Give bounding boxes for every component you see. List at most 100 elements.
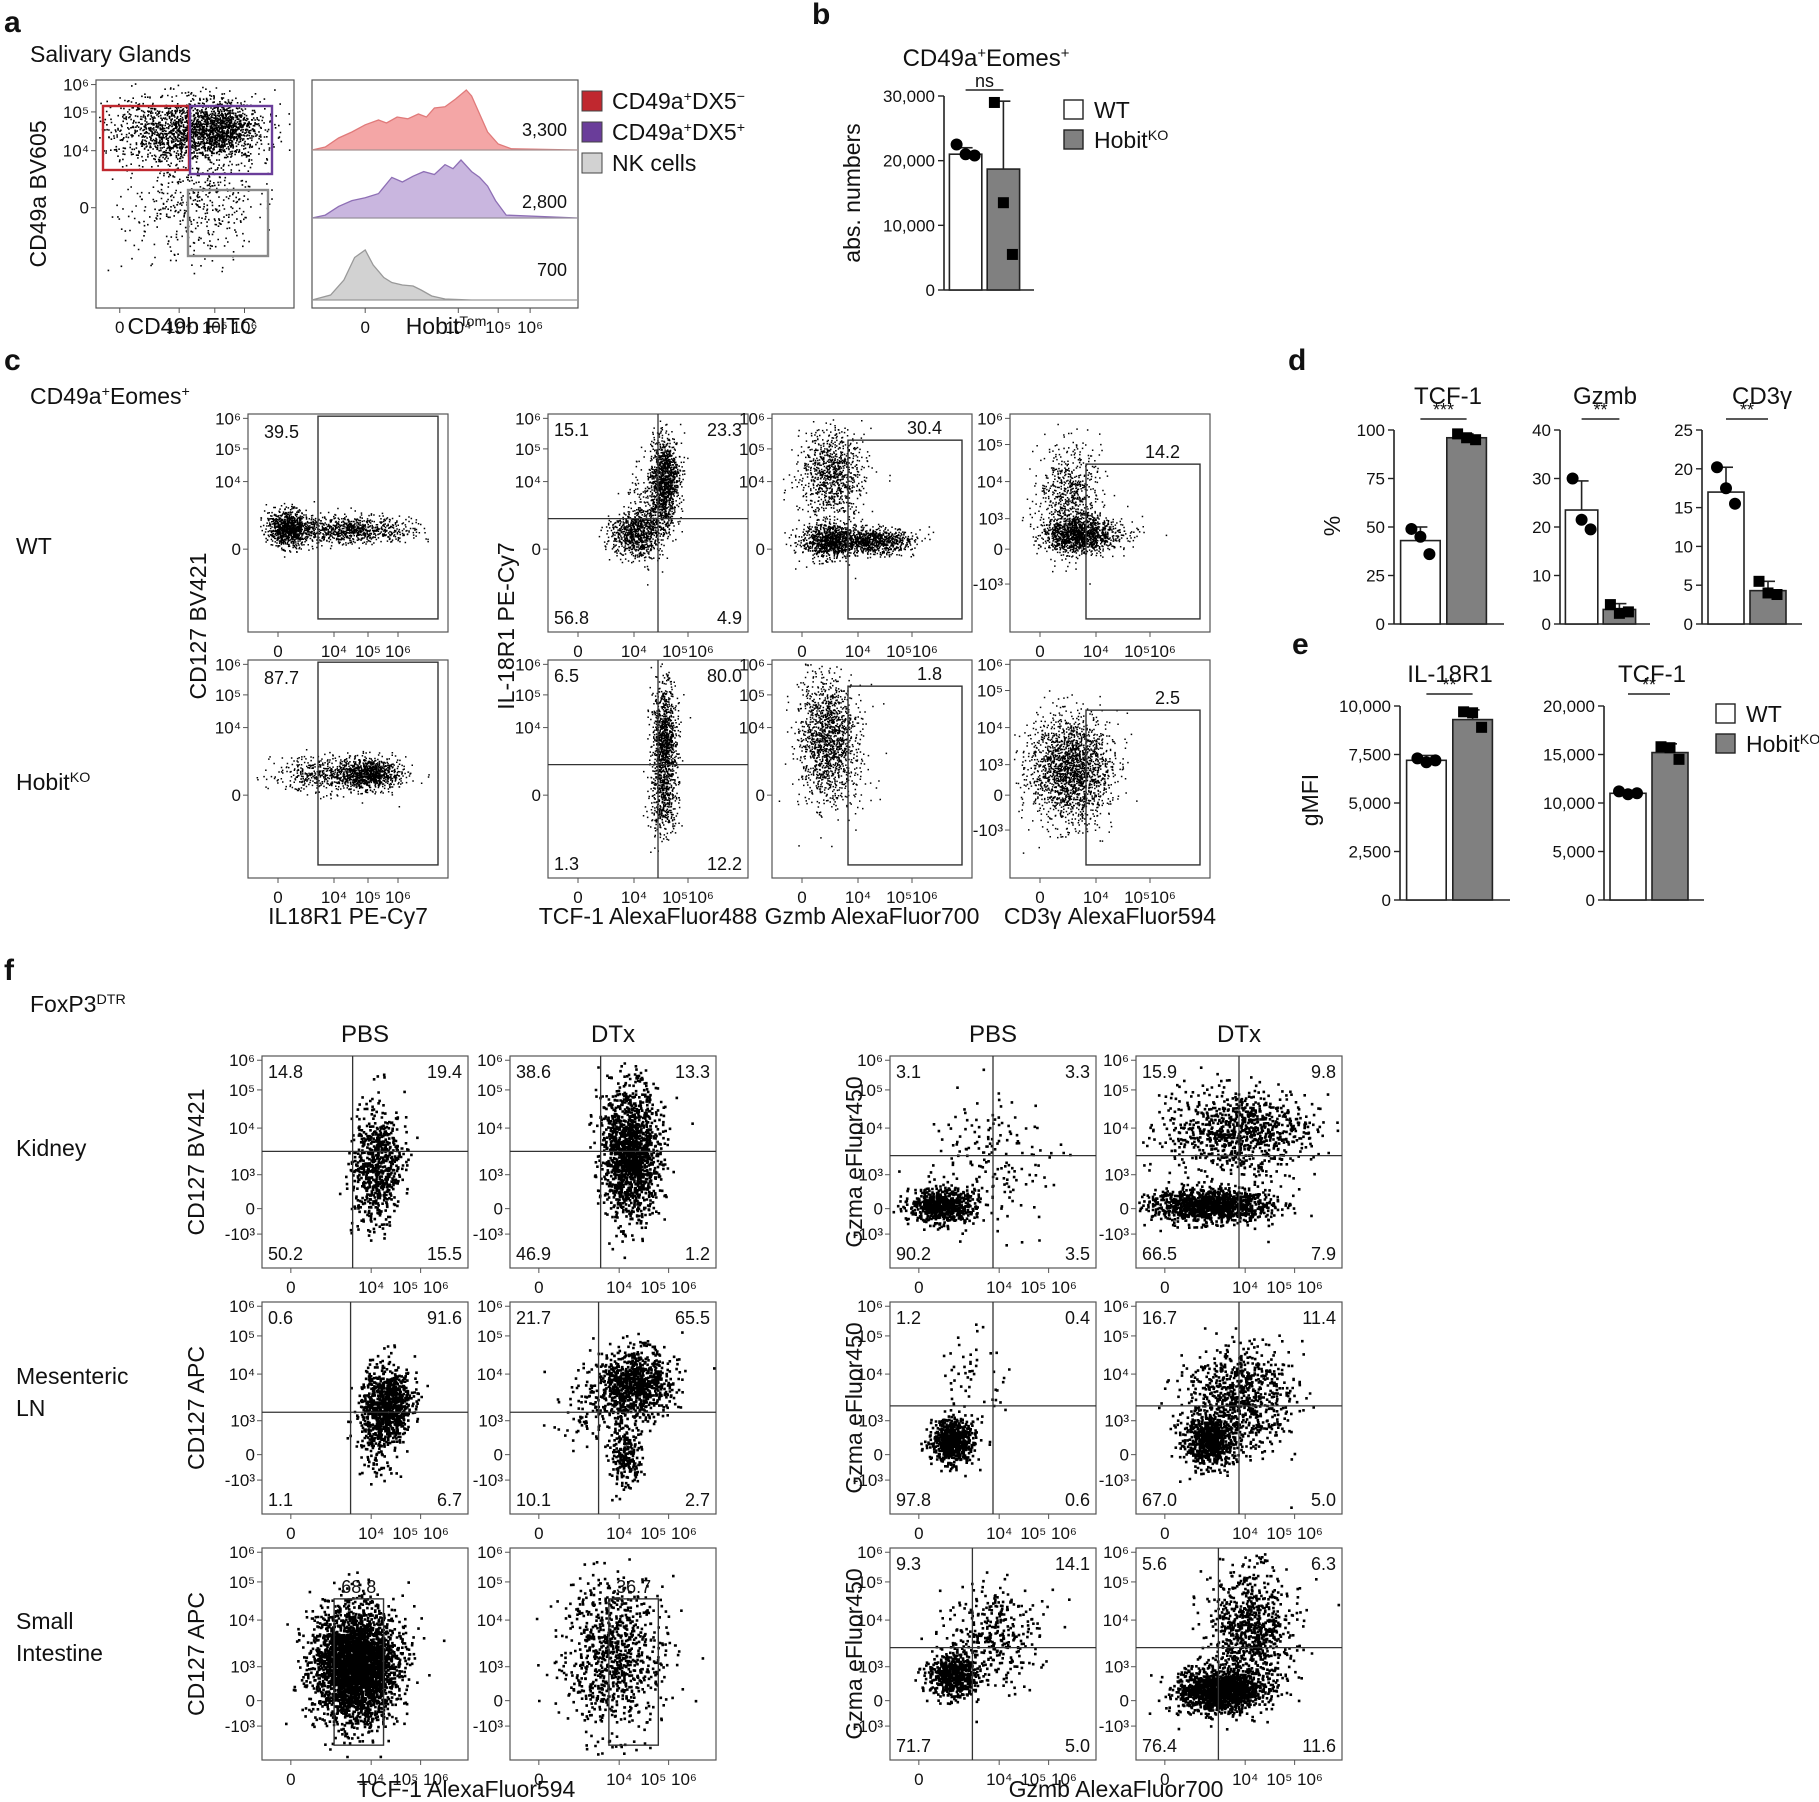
bar-chart: 0 5 10 15 20 25 **CD3γ <box>1674 383 1802 634</box>
bar-hobitko <box>1452 718 1494 901</box>
data-point-hobitko <box>988 96 1000 108</box>
y-tick-label: 10⁶ <box>857 1543 883 1562</box>
x-tick-label: 10⁴ <box>621 642 647 661</box>
y-tick-label: 10⁵ <box>477 1081 503 1100</box>
panel-f-points <box>588 1062 694 1260</box>
y-tick-label: 10,000 <box>1339 697 1391 716</box>
y-tick-label: 10⁶ <box>229 1051 255 1070</box>
y-tick-label: 10⁴ <box>857 1611 883 1630</box>
panel-c-points <box>1013 690 1138 854</box>
text-part: DX5 <box>692 88 737 114</box>
panel-c-plot-frame <box>771 659 973 879</box>
bar-chart: 0 25 50 75 100 ***TCF-1% <box>1319 383 1504 634</box>
y-tick-label: 10³ <box>858 1166 883 1185</box>
x-tick-label: 0 <box>573 642 582 661</box>
panel-c-points <box>1021 423 1168 585</box>
y-tick-label: 10⁵ <box>515 440 541 459</box>
quadrant-value-lr: 5.0 <box>1065 1736 1090 1756</box>
y-tick-label: 10⁶ <box>739 409 765 428</box>
panel-a-xlabel: CD49b FITC <box>127 313 256 339</box>
data-point-wt <box>968 149 981 162</box>
superscript: + <box>684 120 692 136</box>
data-point-hobitko <box>1753 575 1765 587</box>
data-point-wt <box>1729 497 1741 510</box>
quadrant-value-ll: 66.5 <box>1142 1244 1177 1264</box>
legend-label: HobitKO <box>1094 127 1168 153</box>
gate-nk-cells <box>186 188 270 258</box>
y-tick-label: 10⁶ <box>977 409 1003 428</box>
x-tick-label: 0 <box>1035 888 1044 907</box>
x-tick-label: 10⁶ <box>385 888 411 907</box>
data-point-hobitko <box>1762 587 1774 599</box>
y-tick-label: 10³ <box>858 1412 883 1431</box>
y-tick-label: -10³ <box>853 1471 884 1490</box>
quadrant-value-ul: 15.9 <box>1142 1062 1177 1082</box>
data-point-hobitko <box>1006 248 1018 260</box>
y-tick-label: 0 <box>1120 1200 1129 1219</box>
text-part: CD49a <box>903 45 978 72</box>
panel-c-plot-frame <box>1009 659 1211 879</box>
panel-f-title: FoxP3DTR <box>30 991 126 1017</box>
y-tick-label: 10⁴ <box>229 1119 255 1138</box>
x-tick-label: 10⁴ <box>1232 1770 1258 1789</box>
panel-f-points <box>338 1073 419 1242</box>
quadrant-value-ur: 0.4 <box>1065 1308 1090 1328</box>
data-point-hobitko <box>1604 599 1616 611</box>
histogram-nk-cells <box>311 249 578 301</box>
data-point-wt <box>1420 756 1433 769</box>
significance-label: ** <box>1740 400 1754 420</box>
panel-c-points <box>260 501 429 558</box>
x-tick-label: 0 <box>914 1770 923 1789</box>
legend-label: NK cells <box>612 150 696 176</box>
panel-letter-b: b <box>812 0 830 31</box>
x-tick-label: 10⁵ 10⁶ <box>392 1278 449 1297</box>
column-header: PBS <box>969 1021 1017 1048</box>
data-point-wt <box>1613 785 1625 798</box>
quadrant-value-ll: 10.1 <box>516 1490 551 1510</box>
row-label-wt: WT <box>16 533 52 559</box>
text-part: WT <box>1094 97 1130 123</box>
bar-wt <box>948 153 983 291</box>
superscript: KO <box>1800 732 1819 748</box>
bar-hobitko <box>1446 436 1488 625</box>
panel-c-gate <box>1085 463 1201 620</box>
panel-c-plot-frame <box>547 413 749 633</box>
data-point-wt <box>1622 788 1634 801</box>
text-part: CD49a <box>30 383 102 409</box>
x-tick-label: 0 <box>797 888 806 907</box>
y-tick-label: 0 <box>494 1200 503 1219</box>
text-part: CD49a <box>612 88 684 114</box>
y-tick-label: 5,000 <box>1552 843 1595 862</box>
y-tick-label: -10³ <box>473 1471 504 1490</box>
y-tick-label: 50 <box>1366 518 1385 537</box>
histogram-cd49a-dx5-pos <box>311 159 579 219</box>
panel-f-left-ylabel: CD127 BV421 <box>183 1088 209 1235</box>
y-tick-label: 10⁵ <box>977 682 1003 701</box>
gate-value: 30.4 <box>907 418 942 438</box>
gate-value: 2.5 <box>1155 688 1180 708</box>
significance-label: *** <box>1433 400 1454 420</box>
bar-chart-ylabel: % <box>1319 516 1345 536</box>
panel-c-xlabel: Gzmb AlexaFluor700 <box>765 903 980 929</box>
y-tick-label: 10⁴ <box>477 1365 503 1384</box>
panel-f-points <box>892 1068 1072 1247</box>
y-tick-label: 10⁴ <box>477 1611 503 1630</box>
x-tick-label: 10⁴ <box>606 1524 632 1543</box>
y-tick-label: -10³ <box>225 1717 256 1736</box>
superscript: + <box>737 120 745 136</box>
panel-c-plot-frame <box>247 659 449 879</box>
panel-f-plot-frame <box>1135 1547 1343 1761</box>
row-label: Mesenteric <box>16 1363 128 1389</box>
x-tick-label: 10⁵ 10⁶ <box>640 1278 697 1297</box>
y-tick-label: 7,500 <box>1348 746 1391 765</box>
significance-label: ** <box>1593 400 1607 420</box>
data-point-hobitko <box>1655 741 1667 753</box>
y-tick-label: 10⁵ <box>477 1573 503 1592</box>
gate-value: 68.8 <box>341 1577 376 1597</box>
panel-f-points <box>346 1344 429 1486</box>
quadrant-value-lr: 15.5 <box>427 1244 462 1264</box>
x-tick-label: 10⁴ <box>986 1524 1012 1543</box>
x-tick-label: 10⁴ <box>358 1524 384 1543</box>
panel-c-ylabel: IL-18R1 PE-Cy7 <box>493 542 519 709</box>
quadrant-value-ur: 6.3 <box>1311 1554 1336 1574</box>
